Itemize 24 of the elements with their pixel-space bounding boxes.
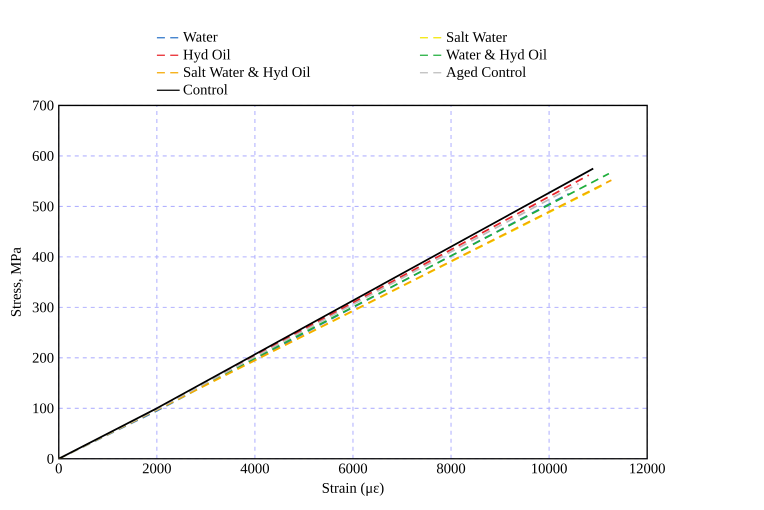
x-tick-label: 4000: [240, 464, 270, 474]
y-tick-label: 700: [33, 100, 54, 110]
x-axis-title: Strain (με): [322, 482, 384, 496]
x-tick-label: 0: [56, 464, 62, 474]
y-tick-label: 600: [32, 151, 54, 161]
x-tick-label: 12000: [630, 464, 665, 474]
x-tick-label: 6000: [338, 464, 368, 474]
x-tick-label: 2000: [142, 464, 171, 474]
y-tick-label: 0: [47, 454, 54, 464]
y-axis-title: Stress, MPa: [10, 247, 23, 316]
legend-label: Salt Water: [447, 32, 507, 42]
legend-label: Water & Hyd Oil: [446, 49, 547, 63]
legend-label: Water: [183, 32, 218, 42]
x-tick-label: 8000: [436, 464, 466, 474]
y-tick-label: 500: [32, 201, 54, 212]
legend-label: Hyd Oil: [183, 49, 230, 63]
y-tick-label: 400: [32, 252, 54, 262]
y-tick-label: 300: [32, 302, 54, 312]
x-tick-label: 10000: [532, 464, 567, 474]
legend-label: Salt Water & Hyd Oil: [184, 66, 310, 80]
y-tick-label: 200: [32, 352, 54, 363]
y-tick-label: 100: [33, 403, 54, 414]
legend-label: Aged Control: [446, 66, 526, 80]
legend-label: Control: [184, 84, 228, 95]
